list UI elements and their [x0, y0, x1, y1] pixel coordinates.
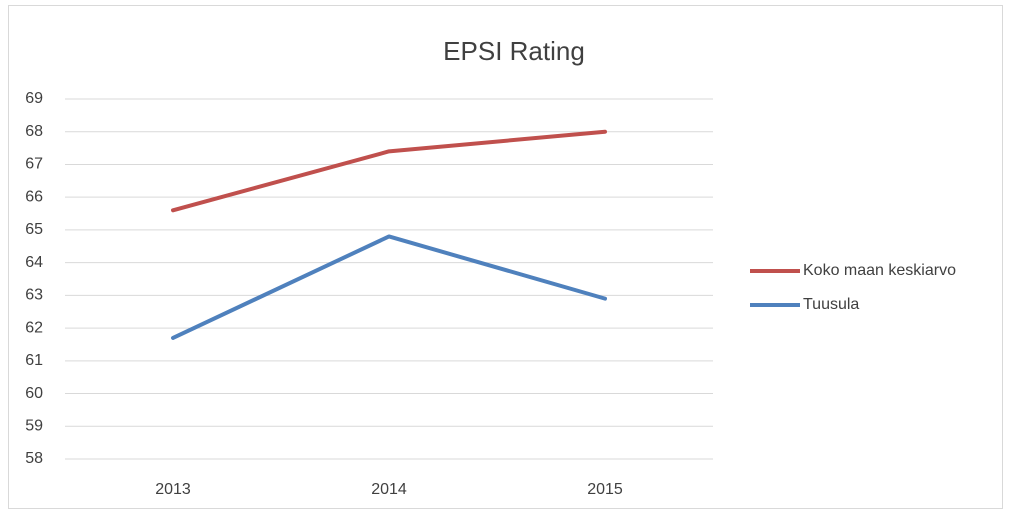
y-tick-label: 63 — [25, 287, 43, 304]
y-tick-label: 60 — [25, 385, 43, 402]
x-tick-label: 2013 — [155, 481, 191, 498]
line-series — [171, 234, 607, 340]
x-tick-label: 2015 — [587, 481, 623, 498]
y-tick-label: 69 — [25, 90, 43, 107]
y-tick-label: 58 — [25, 450, 43, 467]
y-tick-label: 66 — [25, 188, 43, 205]
legend-label: Koko maan keskiarvo — [803, 262, 956, 279]
y-tick-label: 61 — [25, 352, 43, 369]
legend-label: Tuusula — [803, 296, 859, 313]
x-tick-label: 2014 — [371, 481, 407, 498]
y-tick-label: 68 — [25, 123, 43, 140]
chart-border — [8, 5, 1003, 509]
y-tick-label: 62 — [25, 319, 43, 336]
line-series — [171, 129, 607, 213]
y-tick-label: 65 — [25, 221, 43, 238]
y-tick-label: 59 — [25, 417, 43, 434]
y-tick-label: 64 — [25, 254, 43, 271]
y-tick-label: 67 — [25, 156, 43, 173]
chart-title: EPSI Rating — [443, 36, 585, 66]
